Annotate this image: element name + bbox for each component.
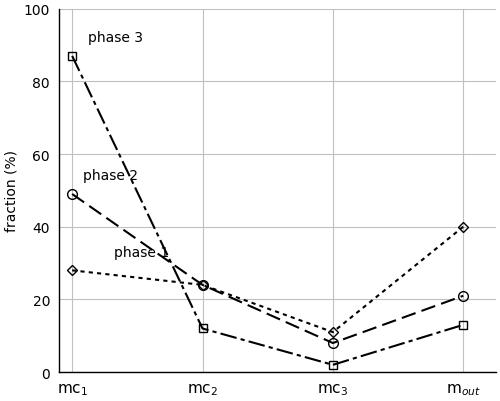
Y-axis label: fraction (%): fraction (%) — [4, 150, 18, 232]
Text: phase 1: phase 1 — [114, 245, 169, 259]
Text: phase 3: phase 3 — [88, 31, 143, 45]
Text: phase 2: phase 2 — [82, 169, 138, 183]
